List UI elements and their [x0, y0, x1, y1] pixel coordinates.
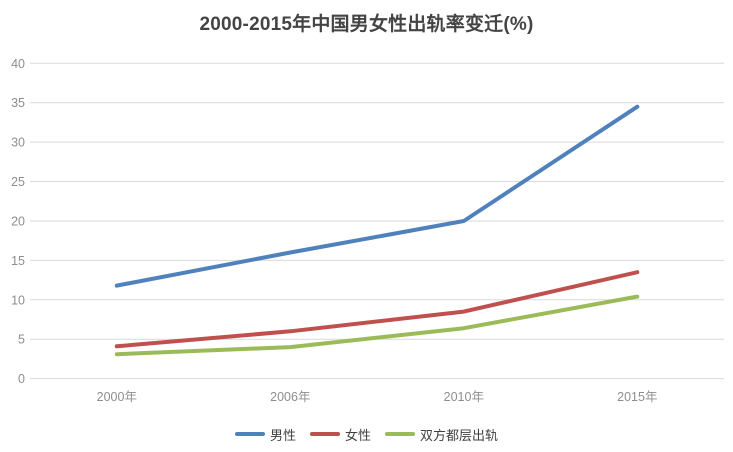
x-tick-label: 2015年 [617, 390, 657, 404]
series-line-双方都层出轨 [114, 294, 640, 357]
legend-line-swatch [309, 432, 340, 436]
x-tick-label: 2006年 [270, 390, 310, 404]
y-tick-label: 30 [11, 136, 25, 150]
y-tick-label: 10 [11, 293, 25, 307]
legend-line-swatch [234, 432, 265, 436]
x-tick-label: 2000年 [97, 390, 137, 404]
series-line-女性 [114, 270, 640, 349]
y-tick-label: 5 [18, 333, 25, 347]
y-tick-label: 35 [11, 96, 25, 110]
legend-label: 女性 [344, 427, 371, 443]
legend-label: 男性 [269, 427, 296, 443]
chart-title: 2000-2015年中国男女性出轨率变迁(%) [199, 14, 534, 35]
legend-label: 双方都层出轨 [420, 427, 499, 443]
legend-item: 男性 [234, 425, 296, 444]
y-tick-label: 20 [11, 215, 25, 229]
legend-item: 女性 [309, 425, 371, 444]
legend: 男性 女性 双方都层出轨 [0, 422, 733, 446]
y-tick-label: 15 [11, 254, 25, 268]
x-tick-label: 2010年 [444, 390, 484, 404]
legend-line-swatch [385, 432, 415, 436]
y-tick-label: 25 [11, 175, 25, 189]
y-tick-label: 40 [11, 57, 25, 71]
y-tick-label: 0 [18, 372, 25, 386]
series-line-男性 [114, 104, 640, 288]
legend-item: 双方都层出轨 [385, 425, 498, 444]
